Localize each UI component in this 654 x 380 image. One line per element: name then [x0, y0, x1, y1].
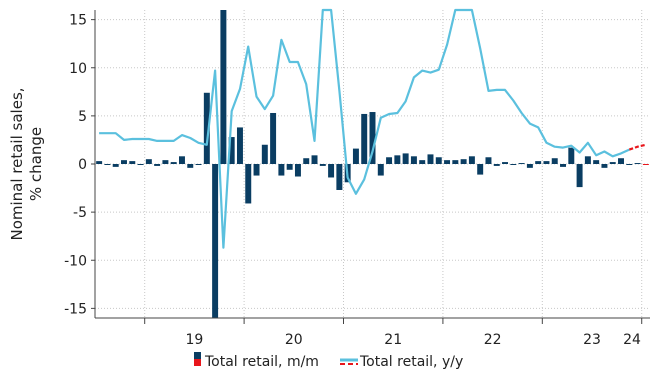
bar: [634, 163, 641, 165]
bar: [518, 163, 525, 165]
y-axis-label-line: % change: [27, 127, 45, 201]
axis-layer: [91, 10, 650, 324]
x-tick-label: 21: [384, 332, 402, 348]
legend: Total retail, m/m Total retail, y/y: [194, 352, 463, 370]
bar: [311, 155, 318, 164]
bar: [137, 164, 144, 165]
bar: [336, 164, 343, 190]
bar: [303, 158, 310, 164]
bar: [468, 156, 475, 164]
bar: [485, 157, 492, 164]
x-tick-label: 23: [583, 332, 601, 348]
y-tick-label: 10: [69, 61, 87, 77]
bar: [170, 162, 177, 164]
y-axis-label: Nominal retail sales,% change: [8, 87, 45, 240]
bar: [195, 164, 202, 165]
bar: [112, 164, 119, 167]
bar: [642, 164, 649, 165]
line-yy-forecast: [628, 143, 647, 151]
bar: [419, 160, 426, 164]
y-tick-label: -15: [64, 301, 87, 317]
bar: [286, 164, 293, 170]
line-layer: [99, 8, 647, 249]
bar: [609, 162, 616, 164]
y-tick-label: 0: [78, 157, 87, 173]
bar: [178, 156, 185, 164]
bar: [402, 153, 409, 164]
bar: [236, 127, 243, 164]
bar: [576, 164, 583, 188]
x-tick-label: 22: [484, 332, 502, 348]
bar: [96, 161, 103, 164]
bar: [584, 156, 591, 164]
bar: [452, 160, 459, 164]
bar: [560, 164, 567, 167]
y-tick-label: 5: [78, 109, 87, 125]
bar: [203, 92, 210, 164]
bar: [502, 162, 509, 164]
line-yy-actual: [99, 8, 630, 249]
bar: [551, 158, 558, 164]
bar: [618, 158, 624, 164]
bar: [145, 159, 152, 164]
legend-mm-swatch-actual: [194, 352, 201, 359]
label-layer: -15 -10 -5 0 5 10 15 19 20 21 22 23 24 Nominal retail…: [8, 13, 641, 348]
bar-layer: [96, 10, 649, 318]
bar: [212, 164, 219, 318]
bar: [493, 164, 500, 166]
x-tick-label: 19: [185, 332, 203, 348]
bar: [220, 10, 227, 164]
bar: [543, 161, 550, 164]
bar: [319, 164, 326, 166]
bar: [369, 112, 376, 164]
bar: [593, 160, 600, 164]
bar: [261, 144, 268, 164]
bar: [377, 164, 384, 176]
bar: [427, 154, 434, 164]
bar: [568, 147, 575, 164]
legend-mm-label: Total retail, m/m: [204, 354, 319, 370]
bar: [278, 164, 285, 176]
bar: [477, 164, 484, 175]
bar: [435, 157, 442, 164]
bar: [154, 164, 161, 166]
bar: [361, 113, 368, 164]
bar: [294, 164, 301, 177]
bar: [352, 148, 359, 164]
bar: [270, 112, 277, 164]
y-tick-label: -5: [73, 205, 87, 221]
y-axis-label-line: Nominal retail sales,: [8, 87, 26, 240]
y-tick-label: 15: [69, 13, 87, 29]
legend-yy-label: Total retail, y/y: [359, 354, 463, 370]
bar: [121, 160, 127, 164]
bar: [410, 156, 417, 164]
bar: [626, 164, 633, 165]
x-tick-label: 20: [285, 332, 303, 348]
bar: [526, 164, 533, 168]
bar: [104, 164, 111, 165]
bar: [394, 155, 401, 164]
bar: [162, 160, 169, 164]
bar: [386, 157, 393, 164]
y-tick-label: -10: [64, 253, 87, 269]
bar: [129, 161, 136, 164]
bar: [535, 161, 542, 164]
x-tick-label: 24: [623, 332, 641, 348]
bar: [460, 159, 467, 164]
bar: [228, 137, 235, 164]
bar: [601, 164, 608, 168]
bar: [187, 164, 194, 168]
bar: [444, 160, 451, 164]
bar: [245, 164, 252, 204]
bar: [253, 164, 260, 176]
legend-mm-swatch-forecast: [194, 359, 201, 366]
bar: [510, 164, 517, 165]
bar: [328, 164, 335, 178]
